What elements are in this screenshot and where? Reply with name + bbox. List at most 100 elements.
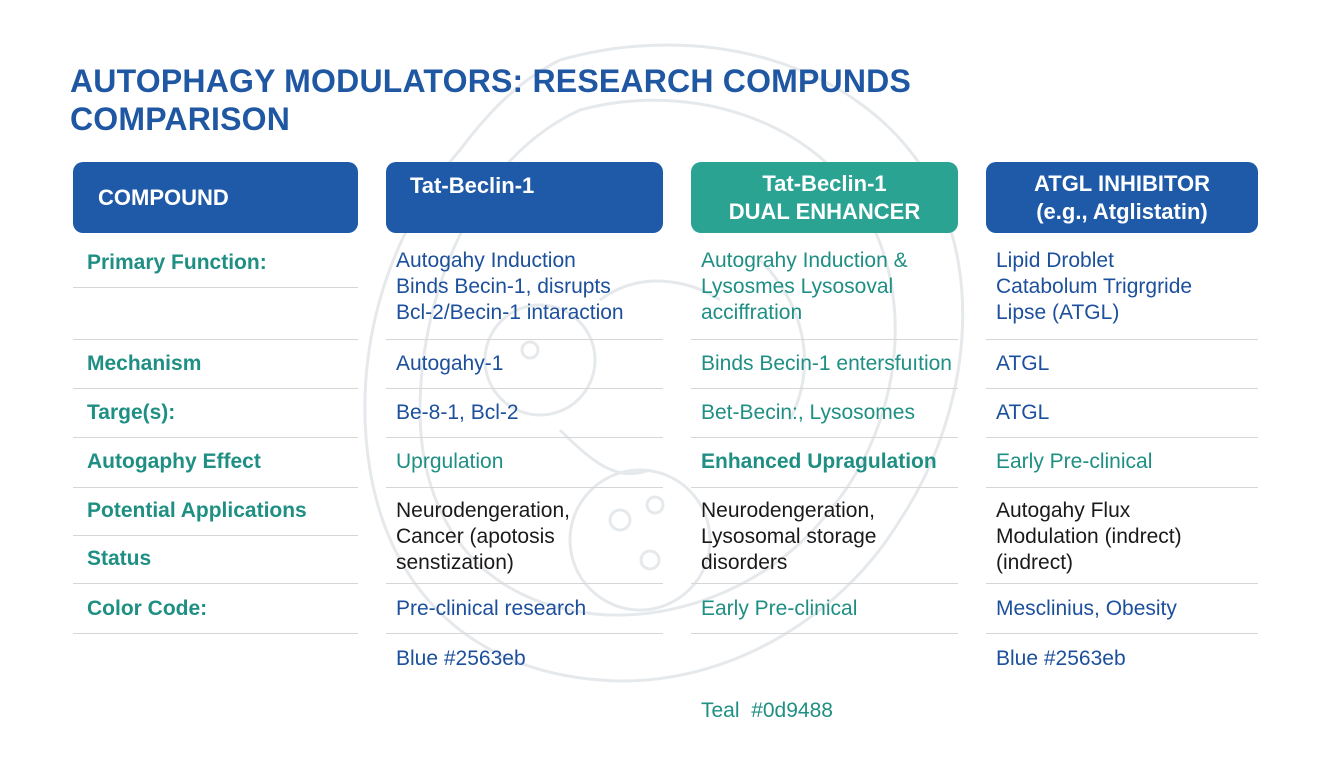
cell-color-code: Blue #2563eb bbox=[386, 646, 663, 672]
cell-targets: ATGL bbox=[986, 400, 1258, 426]
tat-beclin-1-column: Tat-Beclin-1 Autogahy Induction Binds Be… bbox=[386, 0, 663, 768]
divider bbox=[691, 437, 958, 438]
divider bbox=[386, 437, 663, 438]
cell-line: Neurodengeration, bbox=[701, 499, 875, 522]
cell-line: Binds Becin-1, disrupts bbox=[396, 275, 611, 298]
cell-line: Autograhy Induction & bbox=[701, 249, 908, 272]
row-label-color-code: Color Code: bbox=[87, 597, 208, 620]
cell-line: Autogahy Flux bbox=[996, 499, 1131, 522]
cell-mechanism: Binds Becin-1 entersfuıtion bbox=[691, 351, 958, 377]
header-tat-beclin-1: Tat-Beclin-1 bbox=[386, 162, 663, 233]
dual-enhancer-column: Tat-Beclin-1 DUAL ENHANCER Autograhy Ind… bbox=[691, 0, 958, 768]
title-line-2: COMPARISON bbox=[70, 101, 291, 137]
cell-status: Mesclinius, Obesity bbox=[986, 596, 1258, 622]
cell-primary-function: Autograhy Induction & Lysosmes Lysosoval… bbox=[691, 248, 958, 326]
cell-primary-function: Autogahy Induction Binds Becin-1, disrup… bbox=[386, 248, 663, 326]
cell-line: Modulation (indrect) bbox=[996, 525, 1182, 548]
cell-targets: Bet-Becin:, Lysosomes bbox=[691, 400, 958, 426]
cell-line: disorders bbox=[701, 551, 788, 574]
row-label-status: Status bbox=[87, 547, 152, 570]
cell-line: Autogahy-1 bbox=[396, 352, 504, 375]
divider bbox=[691, 487, 958, 488]
cell-line: ATGL bbox=[996, 352, 1050, 375]
divider bbox=[986, 633, 1258, 634]
cell-line: Be-8-1, Bcl-2 bbox=[396, 401, 519, 424]
divider bbox=[691, 388, 958, 389]
header-tat-beclin-1-text: Tat-Beclin-1 bbox=[410, 173, 535, 198]
cell-color-code: Teal #0d9488 bbox=[691, 646, 958, 776]
divider bbox=[386, 388, 663, 389]
divider bbox=[73, 633, 358, 634]
cell-status: Pre-clinical research bbox=[386, 596, 663, 622]
divider bbox=[986, 583, 1258, 584]
cell-line: acciffration bbox=[701, 301, 803, 324]
divider bbox=[73, 487, 358, 488]
header-atgl-line-1: ATGL INHIBITOR bbox=[1034, 170, 1210, 196]
cell-line: Lipid Droblet bbox=[996, 249, 1114, 272]
cell-targets: Be-8-1, Bcl-2 bbox=[386, 400, 663, 426]
divider bbox=[73, 535, 358, 536]
header-atgl-inhibitor: ATGL INHIBITOR (e.g., Atglistatin) bbox=[986, 162, 1258, 233]
divider bbox=[691, 633, 958, 634]
cell-line: Blue #2563eb bbox=[396, 647, 526, 670]
cell-line: Lysosomal storage bbox=[701, 525, 877, 548]
divider bbox=[386, 339, 663, 340]
cell-line: Neurodengeration, bbox=[396, 499, 570, 522]
cell-primary-function: Lipid Droblet Catabolum Trigrgride Lipse… bbox=[986, 248, 1258, 326]
cell-potential-applications: Neurodengeration, Cancer (apotosis senst… bbox=[386, 498, 663, 576]
cell-line: Autogahy Induction bbox=[396, 249, 576, 272]
cell-line: senstization) bbox=[396, 551, 514, 574]
divider bbox=[386, 633, 663, 634]
divider bbox=[73, 388, 358, 389]
header-compound-text: COMPOUND bbox=[98, 184, 229, 210]
cell-line: Uprgulation bbox=[396, 450, 504, 473]
cell-autophagy-effect: Early Pre-clinical bbox=[986, 449, 1258, 475]
row-label-mechanism: Mechanism bbox=[87, 352, 202, 375]
row-label-primary-function: Primary Function: bbox=[87, 251, 267, 274]
cell-line: Binds Becin-1 entersfuıtion bbox=[701, 352, 952, 375]
divider bbox=[73, 339, 358, 340]
divider bbox=[986, 487, 1258, 488]
divider bbox=[986, 339, 1258, 340]
header-atgl-line-2: (e.g., Atglistatin) bbox=[1036, 198, 1208, 224]
cell-line: Cancer (apotosis bbox=[396, 525, 555, 548]
header-dual-enhancer-line-1: Tat-Beclin-1 bbox=[762, 170, 887, 196]
cell-line: Pre-clinical research bbox=[396, 597, 587, 620]
cell-line: Blue #2563eb bbox=[996, 647, 1126, 670]
page-title: AUTOPHAGY MODULATORS: RESEARCH COMPUNDS … bbox=[70, 62, 1030, 138]
cell-line: Lipse (ATGL) bbox=[996, 301, 1120, 324]
cell-autophagy-effect: Enhanced Upragulation bbox=[691, 449, 958, 475]
divider bbox=[986, 437, 1258, 438]
cell-line: Bcl-2/Becin-1 intaraction bbox=[396, 301, 624, 324]
cell-line: Catabolum Trigrgride bbox=[996, 275, 1193, 298]
cell-line: ATGL bbox=[996, 401, 1050, 424]
divider bbox=[986, 388, 1258, 389]
cell-mechanism: Autogahy-1 bbox=[386, 351, 663, 377]
row-label-potential-applications: Potential Applications bbox=[87, 499, 307, 522]
cell-mechanism: ATGL bbox=[986, 351, 1258, 377]
divider bbox=[73, 583, 358, 584]
row-label-targets: Targe(s): bbox=[87, 401, 176, 424]
cell-line: Bet-Becin:, Lysosomes bbox=[701, 401, 915, 424]
cell-autophagy-effect: Uprgulation bbox=[386, 449, 663, 475]
cell-line: Early Pre-clinical bbox=[701, 597, 858, 620]
title-line-1: AUTOPHAGY MODULATORS: RESEARCH COMPUNDS bbox=[70, 63, 912, 99]
divider bbox=[386, 487, 663, 488]
divider bbox=[73, 437, 358, 438]
cell-line: (indrect) bbox=[996, 551, 1074, 574]
compound-label-column: COMPOUND Primary Function: Mechanism Tar… bbox=[73, 0, 358, 768]
cell-color-code: Blue #2563eb bbox=[986, 646, 1258, 672]
header-dual-enhancer-line-2: DUAL ENHANCER bbox=[728, 198, 921, 224]
divider bbox=[386, 583, 663, 584]
cell-status: Early Pre-clinical bbox=[691, 596, 958, 622]
cell-potential-applications: Neurodengeration, Lysosomal storage diso… bbox=[691, 498, 958, 576]
cell-line: Mesclinius, Obesity bbox=[996, 597, 1177, 620]
cell-line: Enhanced Upragulation bbox=[701, 450, 937, 473]
atgl-inhibitor-column: ATGL INHIBITOR (e.g., Atglistatin) Lipid… bbox=[986, 0, 1258, 768]
row-label-autophagy-effect: Autogaphy Effect bbox=[87, 450, 261, 473]
header-compound: COMPOUND bbox=[73, 162, 358, 233]
divider bbox=[691, 339, 958, 340]
divider bbox=[691, 583, 958, 584]
divider bbox=[73, 287, 358, 288]
cell-line: Lysosmes Lysosoval bbox=[701, 275, 894, 298]
